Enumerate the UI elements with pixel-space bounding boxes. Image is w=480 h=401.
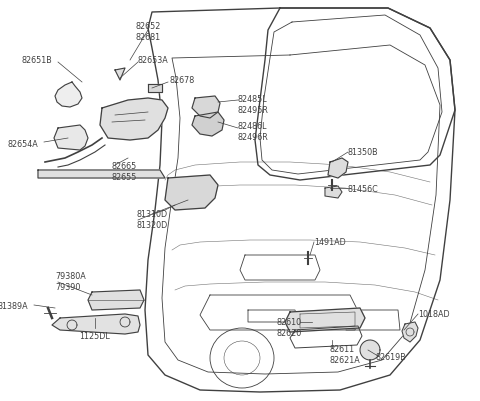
Text: 1491AD: 1491AD: [314, 238, 346, 247]
Text: 82485L
82495R: 82485L 82495R: [238, 95, 269, 115]
Text: 79380A
79390: 79380A 79390: [55, 272, 86, 292]
Polygon shape: [402, 322, 418, 342]
Polygon shape: [38, 170, 165, 178]
Polygon shape: [55, 82, 82, 107]
Polygon shape: [192, 112, 224, 136]
Text: 1125DL: 1125DL: [80, 332, 110, 341]
Text: 81456C: 81456C: [348, 185, 379, 194]
Text: 82610
82620: 82610 82620: [277, 318, 302, 338]
Text: 82652
82681: 82652 82681: [135, 22, 161, 42]
Text: 81389A: 81389A: [0, 302, 28, 311]
Polygon shape: [88, 290, 144, 310]
Text: 82654A: 82654A: [7, 140, 38, 149]
Text: 82611
82621A: 82611 82621A: [330, 345, 361, 365]
Text: 81310D
81320D: 81310D 81320D: [136, 210, 168, 230]
Polygon shape: [360, 340, 380, 360]
Text: 81350B: 81350B: [348, 148, 379, 157]
Polygon shape: [115, 68, 125, 80]
Text: 82665
82655: 82665 82655: [112, 162, 137, 182]
Text: 82678: 82678: [170, 76, 195, 85]
Polygon shape: [328, 158, 348, 178]
Polygon shape: [285, 308, 365, 332]
Polygon shape: [192, 96, 220, 118]
Polygon shape: [165, 175, 218, 210]
Text: 1018AD: 1018AD: [418, 310, 450, 319]
Text: 82486L
82496R: 82486L 82496R: [238, 122, 269, 142]
Text: 82619B: 82619B: [376, 353, 407, 362]
Text: 82651B: 82651B: [21, 56, 52, 65]
Text: 82653A: 82653A: [138, 56, 169, 65]
Polygon shape: [52, 314, 140, 334]
Polygon shape: [148, 84, 162, 92]
Polygon shape: [100, 98, 168, 140]
Polygon shape: [54, 125, 88, 150]
Polygon shape: [325, 186, 342, 198]
